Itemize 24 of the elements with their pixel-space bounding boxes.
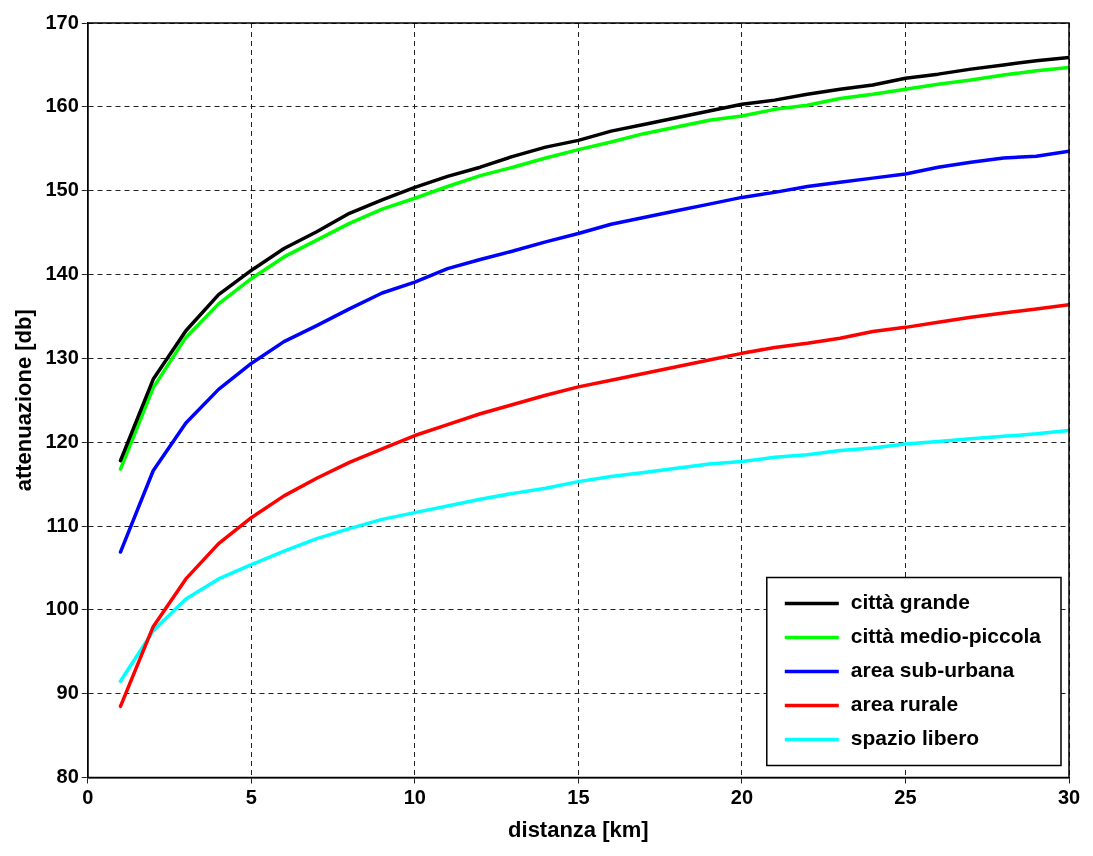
legend-label: area rurale (850, 692, 959, 716)
y-tick-label: 90 (56, 681, 79, 704)
y-tick-label: 110 (46, 513, 79, 536)
y-tick-label: 80 (56, 765, 79, 788)
y-axis-title: attenuazione [db] (11, 309, 37, 492)
x-axis-title: distanza [km] (508, 816, 649, 842)
x-tick-label: 30 (1057, 786, 1081, 809)
y-tick-label: 140 (45, 262, 79, 285)
x-tick-label: 0 (82, 786, 94, 809)
y-tick-label: 130 (45, 345, 79, 368)
legend-label: città medio-piccola (850, 624, 1042, 648)
x-tick-label: 15 (567, 786, 590, 809)
legend-label: spazio libero (850, 726, 980, 750)
y-tick-label: 150 (45, 178, 79, 201)
x-tick-label: 20 (730, 786, 754, 809)
legend-label: città grande (850, 590, 970, 614)
y-tick-label: 170 (45, 10, 79, 33)
x-tick-label: 25 (894, 786, 917, 809)
x-tick-label: 10 (403, 786, 426, 809)
legend-label: area sub-urbana (850, 658, 1015, 682)
y-tick-label: 120 (45, 429, 79, 452)
x-tick-label: 5 (245, 786, 257, 809)
y-tick-label: 160 (45, 94, 79, 117)
y-tick-label: 100 (45, 597, 79, 620)
